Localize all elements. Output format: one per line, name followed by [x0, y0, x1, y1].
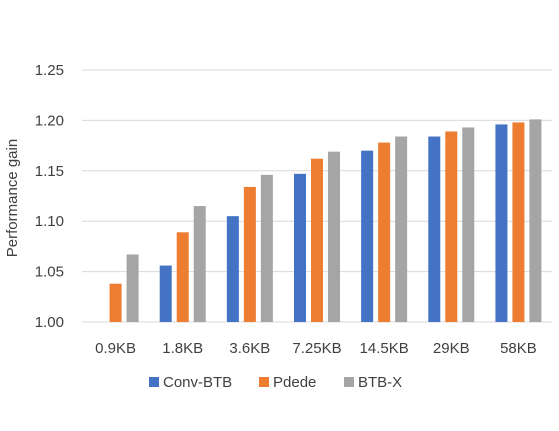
bar-pdede-29kb — [445, 131, 458, 322]
y-tick-label: 1.25 — [35, 62, 64, 79]
y-axis-title: Performance gain — [4, 139, 21, 257]
y-tick-label: 1.20 — [35, 112, 64, 129]
legend-label: Pdede — [273, 374, 316, 391]
bar-pdede-3-6kb — [243, 186, 256, 322]
bar-btb-x-0-9kb — [126, 254, 139, 322]
y-axis-ticks: 1.00 1.05 1.10 1.15 1.20 1.25 — [35, 62, 64, 331]
bar-conv-btb-29kb — [428, 136, 441, 322]
legend-item: BTB-X — [344, 374, 402, 391]
x-tick-label: 29KB — [433, 340, 470, 357]
x-tick-label: 3.6KB — [229, 340, 270, 357]
x-tick-label: 1.8KB — [162, 340, 203, 357]
bar-pdede-1-8kb — [176, 232, 189, 322]
bar-btb-x-29kb — [462, 127, 475, 323]
y-tick-label: 1.15 — [35, 163, 64, 180]
bar-btb-x-14-5kb — [395, 136, 408, 322]
y-tick-label: 1.05 — [35, 264, 64, 281]
bar-pdede-7-25kb — [311, 158, 323, 322]
x-tick-label: 58KB — [500, 340, 537, 357]
legend-item: Conv-BTB — [149, 374, 232, 391]
bar-btb-x-58kb — [529, 119, 542, 322]
bar-conv-btb-3-6kb — [226, 216, 239, 322]
bar-pdede-58kb — [512, 122, 525, 322]
x-tick-label: 7.25KB — [292, 340, 341, 357]
legend-item: Pdede — [259, 374, 316, 391]
legend: Conv-BTB Pdede BTB-X — [149, 374, 402, 391]
bar-pdede-14-5kb — [378, 142, 391, 322]
y-tick-label: 1.00 — [35, 314, 64, 331]
bars — [109, 119, 542, 323]
legend-label: BTB-X — [358, 374, 402, 391]
bar-btb-x-7-25kb — [328, 151, 340, 322]
y-tick-label: 1.10 — [35, 213, 64, 230]
bar-conv-btb-14-5kb — [361, 150, 374, 322]
legend-label: Conv-BTB — [163, 374, 232, 391]
x-tick-label: 0.9KB — [95, 340, 136, 357]
legend-swatch — [149, 377, 159, 387]
x-axis-ticks: 0.9KB 1.8KB 3.6KB 7.25KB 14.5KB 29KB 58KB — [95, 340, 537, 357]
bar-pdede-0-9kb — [109, 283, 122, 322]
bar-conv-btb-58kb — [495, 124, 508, 322]
bar-conv-btb-1-8kb — [159, 265, 172, 322]
legend-swatch — [344, 377, 354, 387]
x-tick-label: 14.5KB — [360, 340, 409, 357]
bar-btb-x-3-6kb — [260, 174, 273, 322]
bar-conv-btb-7-25kb — [294, 173, 306, 322]
legend-swatch — [259, 377, 269, 387]
bar-btb-x-1-8kb — [193, 206, 206, 322]
